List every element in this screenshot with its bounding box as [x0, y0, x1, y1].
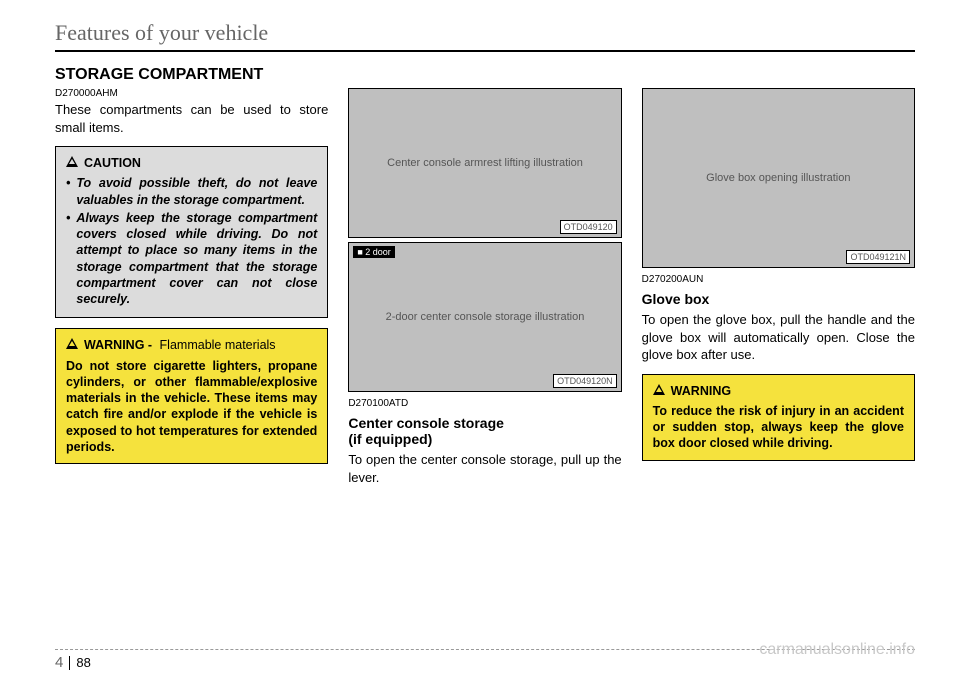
body-text: To open the center console storage, pull… [348, 451, 621, 486]
warning-text: To reduce the risk of injury in an accid… [653, 403, 904, 452]
page-num: 88 [76, 655, 90, 670]
page-header: Features of your vehicle [55, 20, 915, 46]
figure-tag: OTD049120N [553, 374, 617, 388]
warning-title: WARNING - Flammable materials [66, 337, 317, 353]
figure-glovebox: Glove box opening illustration OTD049121… [642, 88, 915, 268]
warning-label: WARNING - [84, 338, 152, 352]
subheading-sub: (if equipped) [348, 431, 432, 447]
figure-variant-label: ■ 2 door [353, 246, 394, 258]
column-2: Center console armrest lifting illustrat… [348, 88, 621, 486]
caution-label: CAUTION [84, 155, 141, 171]
content-columns: D270000AHM These compartments can be use… [55, 88, 915, 486]
footer-separator [69, 656, 70, 670]
subheading-main: Center console storage [348, 415, 504, 431]
caution-list: To avoid possible theft, do not leave va… [66, 175, 317, 307]
caution-item: To avoid possible theft, do not leave va… [76, 175, 317, 208]
caution-title: CAUTION [66, 155, 317, 171]
subheading: Center console storage (if equipped) [348, 415, 621, 447]
figure-tag: OTD049120 [560, 220, 617, 234]
warning-box-glovebox: WARNING To reduce the risk of injury in … [642, 374, 915, 461]
figure-tag: OTD049121N [846, 250, 910, 264]
caution-icon [66, 156, 78, 167]
watermark: carmanualsonline.info [759, 641, 915, 659]
figure-alt: Center console armrest lifting illustrat… [387, 157, 583, 169]
figure-alt: Glove box opening illustration [706, 172, 850, 184]
body-text: To open the glove box, pull the handle a… [642, 311, 915, 364]
figure-alt: 2-door center console storage illustrati… [386, 311, 585, 323]
chapter-number: 4 [55, 654, 63, 671]
section-title: STORAGE COMPARTMENT [55, 66, 915, 84]
warning-icon [653, 384, 665, 395]
column-1: D270000AHM These compartments can be use… [55, 88, 328, 486]
ref-code: D270100ATD [348, 398, 621, 409]
warning-title: WARNING [653, 383, 904, 399]
intro-text: These compartments can be used to store … [55, 101, 328, 136]
subheading: Glove box [642, 291, 915, 307]
caution-box: CAUTION To avoid possible theft, do not … [55, 146, 328, 318]
figure-console-2: ■ 2 door 2-door center console storage i… [348, 242, 621, 392]
warning-box-flammable: WARNING - Flammable materials Do not sto… [55, 328, 328, 464]
ref-code: D270000AHM [55, 88, 328, 99]
warning-label: WARNING [671, 383, 731, 399]
column-3: Glove box opening illustration OTD049121… [642, 88, 915, 486]
warning-subtitle: Flammable materials [160, 338, 276, 352]
figure-console-1: Center console armrest lifting illustrat… [348, 88, 621, 238]
header-rule [55, 50, 915, 52]
warning-text: Do not store cigarette lighters, propane… [66, 358, 317, 456]
warning-icon [66, 338, 78, 349]
caution-item: Always keep the storage compartment cove… [76, 210, 317, 308]
ref-code: D270200AUN [642, 274, 915, 285]
